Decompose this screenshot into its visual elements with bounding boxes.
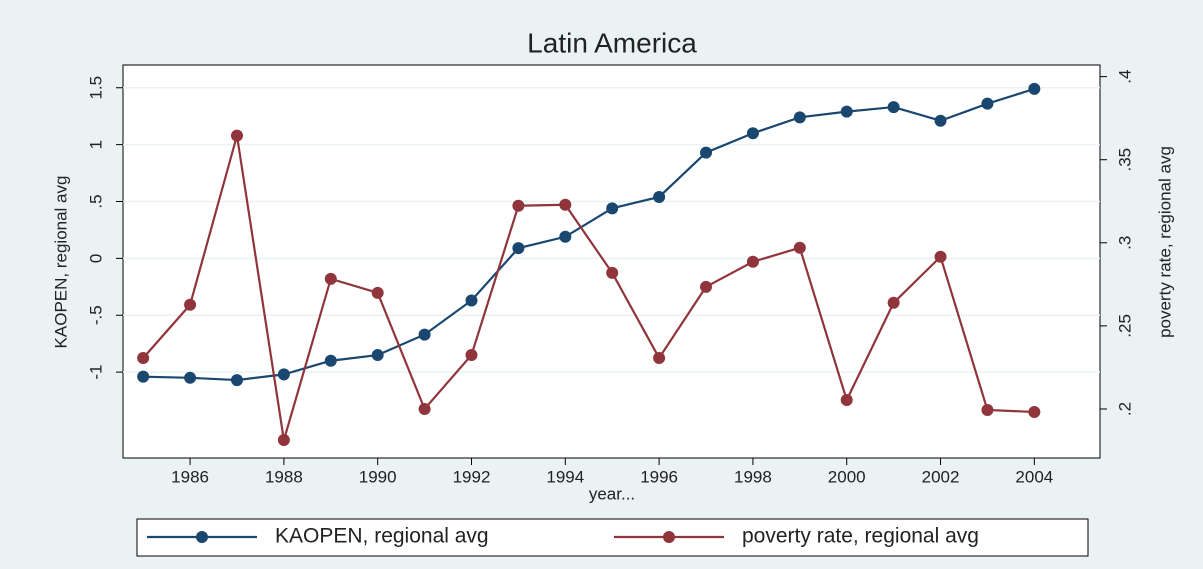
- x-tick-label: 1988: [265, 467, 303, 486]
- marker: [981, 97, 994, 110]
- marker: [840, 105, 853, 118]
- marker: [371, 286, 384, 299]
- y-tick-label: 1: [86, 140, 105, 149]
- marker: [465, 294, 478, 307]
- legend: [136, 518, 1089, 557]
- legend-label: KAOPEN, regional avg: [275, 525, 489, 548]
- chart-title: Latin America: [527, 27, 697, 58]
- y2-tick-label: .3: [1115, 236, 1134, 250]
- marker: [793, 241, 806, 254]
- legend-marker: [196, 531, 208, 543]
- x-tick-label: 1990: [359, 467, 397, 486]
- marker: [981, 403, 994, 416]
- marker: [606, 266, 619, 279]
- marker: [840, 394, 853, 407]
- marker: [277, 368, 290, 381]
- y-tick-label: -1: [86, 365, 105, 380]
- line: [142, 135, 1035, 441]
- x-tick-label: 1996: [640, 467, 678, 486]
- plot-area: [122, 64, 1101, 459]
- marker: [418, 402, 431, 415]
- marker: [512, 199, 525, 212]
- marker: [746, 255, 759, 268]
- marker: [512, 242, 525, 255]
- marker: [887, 296, 900, 309]
- marker: [324, 272, 337, 285]
- y2-axis-title: poverty rate, regional avg: [1155, 146, 1174, 338]
- y2-tick-label: .25: [1115, 314, 1134, 338]
- y2-tick-label: .2: [1115, 402, 1134, 416]
- marker: [184, 371, 197, 384]
- y2-tick-label: .4: [1115, 70, 1134, 84]
- y-tick-label: .5: [86, 194, 105, 208]
- marker: [887, 101, 900, 114]
- marker: [793, 111, 806, 124]
- marker: [934, 114, 947, 127]
- marker: [934, 250, 947, 263]
- y2-tick-label: .35: [1115, 148, 1134, 172]
- marker: [606, 202, 619, 215]
- x-tick-label: 2000: [828, 467, 866, 486]
- marker: [559, 230, 572, 243]
- marker: [653, 351, 666, 364]
- marker: [1028, 405, 1041, 418]
- legend-marker: [663, 531, 675, 543]
- marker: [230, 129, 243, 142]
- legend-label: poverty rate, regional avg: [742, 525, 979, 548]
- x-axis-title: year...: [589, 484, 635, 503]
- marker: [700, 146, 713, 159]
- marker: [559, 198, 572, 211]
- y-tick-label: 1.5: [86, 76, 105, 100]
- y-axis-title: KAOPEN, regional avg: [51, 176, 70, 349]
- marker: [277, 434, 290, 447]
- x-tick-label: 1998: [734, 467, 772, 486]
- marker: [137, 370, 150, 383]
- marker: [653, 190, 666, 203]
- marker: [746, 127, 759, 140]
- x-tick-label: 2002: [922, 467, 960, 486]
- line: [143, 87, 1035, 382]
- marker: [371, 349, 384, 362]
- x-tick-label: 1986: [171, 467, 209, 486]
- marker: [230, 374, 243, 387]
- x-tick-label: 1992: [453, 467, 491, 486]
- marker: [184, 298, 197, 311]
- marker: [465, 348, 478, 361]
- marker: [1028, 82, 1041, 95]
- x-tick-label: 2004: [1015, 467, 1053, 486]
- marker: [137, 351, 150, 364]
- x-tick-label: 1994: [546, 467, 584, 486]
- marker: [700, 280, 713, 293]
- y-tick-label: 0: [86, 254, 105, 263]
- marker: [418, 328, 431, 341]
- marker: [324, 354, 337, 367]
- y-tick-label: -.5: [86, 305, 105, 325]
